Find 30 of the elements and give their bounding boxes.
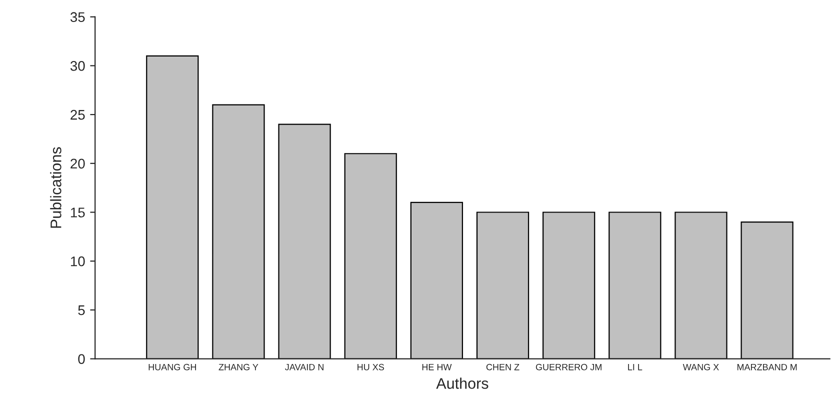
x-tick-label: MARZBAND M (737, 364, 797, 370)
bar (740, 221, 794, 359)
bar (674, 212, 728, 359)
x-tick-label: HE HW (422, 364, 452, 370)
y-tick-label: 15 (70, 208, 85, 218)
x-tick-label: HU XS (358, 364, 384, 370)
y-tick-label: 30 (70, 61, 85, 71)
y-tick-label: 25 (70, 110, 85, 120)
x-tick-label: ZHANG Y (218, 364, 258, 370)
y-tick-label: 10 (70, 256, 85, 266)
y-tick-label: 5 (78, 305, 85, 316)
bar (542, 212, 596, 359)
x-tick-label: WANG X (682, 364, 719, 370)
x-axis-title: Authors (436, 378, 488, 389)
x-tick-label: CHEN Z (486, 364, 520, 370)
bar (146, 55, 199, 359)
y-axis-title: Publications (50, 147, 62, 228)
bar (608, 212, 662, 359)
y-tick-label: 0 (78, 354, 85, 364)
x-tick-label: GUERRERO JM (536, 364, 602, 370)
x-tick-label: JAVAID N (285, 364, 324, 370)
y-tick-label: 35 (70, 12, 85, 22)
x-tick-label: HUANG GH (148, 364, 196, 370)
y-tick-label: 20 (70, 158, 85, 169)
bar (344, 153, 397, 359)
x-tick-label: LI L (628, 364, 642, 370)
bar (410, 202, 464, 359)
bar (476, 212, 530, 359)
bar (212, 104, 265, 359)
bar (278, 124, 331, 359)
